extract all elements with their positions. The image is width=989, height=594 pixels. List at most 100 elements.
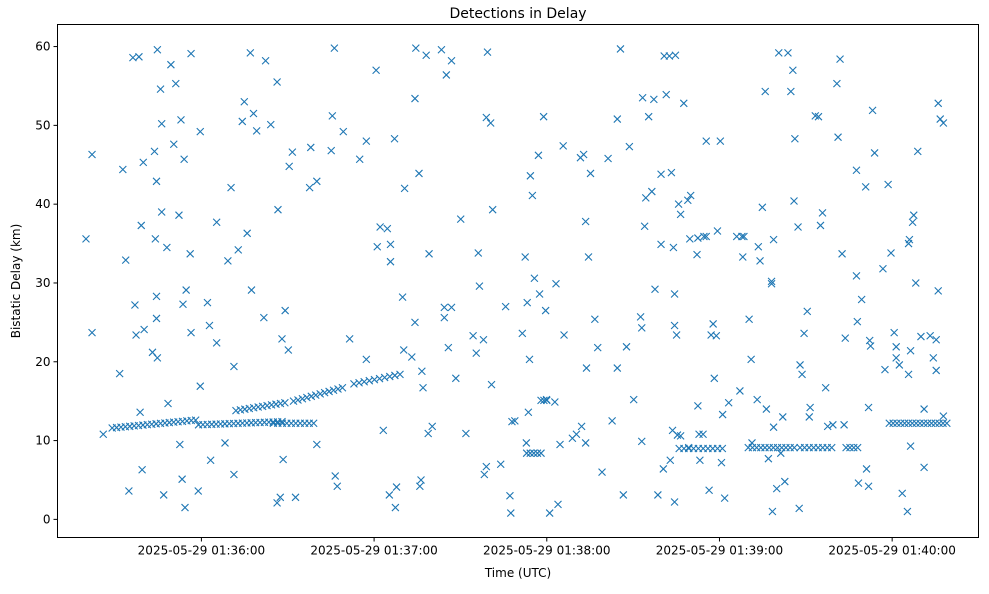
data-point (637, 437, 646, 446)
data-point (526, 449, 535, 458)
data-point (840, 420, 848, 429)
data-point (816, 221, 825, 230)
data-point (862, 465, 871, 473)
data-point (577, 422, 586, 431)
data-point (399, 346, 408, 354)
data-point (853, 317, 862, 326)
data-point (550, 398, 559, 406)
data-point (425, 249, 433, 258)
data-point (240, 97, 249, 106)
y-axis-label: Bistatic Delay (km) (9, 224, 23, 339)
data-point (892, 342, 901, 351)
data-point (814, 112, 823, 121)
data-point (179, 300, 187, 309)
data-points (82, 44, 951, 517)
data-point (281, 306, 290, 315)
data-point (909, 211, 918, 220)
data-point (736, 387, 744, 395)
data-point (482, 462, 491, 471)
data-point (221, 439, 229, 447)
data-point (391, 503, 400, 512)
data-point (181, 503, 189, 512)
data-point (383, 224, 392, 233)
y-tick-label: 10 (35, 434, 50, 448)
data-point (917, 332, 925, 341)
data-point (482, 113, 491, 122)
data-point (223, 257, 232, 265)
data-point (554, 500, 562, 509)
data-point (447, 303, 456, 312)
data-point (398, 293, 407, 302)
y-tick-label: 30 (35, 276, 50, 290)
data-point (330, 44, 339, 53)
data-point (670, 498, 679, 506)
data-point (462, 429, 470, 438)
data-point (747, 355, 756, 364)
data-point (939, 419, 947, 428)
data-point (780, 477, 789, 486)
data-point (138, 465, 147, 474)
data-point (370, 375, 379, 384)
data-point (311, 391, 320, 399)
data-point (206, 456, 215, 465)
data-point (889, 419, 898, 428)
data-point (415, 169, 423, 178)
data-point (380, 373, 389, 382)
data-point (415, 482, 424, 491)
data-point (140, 325, 149, 334)
data-point (334, 385, 342, 393)
data-point (884, 180, 893, 189)
data-point (700, 232, 708, 241)
data-point (647, 187, 656, 196)
data-point (309, 419, 318, 428)
chart-title: Detections in Delay (449, 6, 586, 22)
data-point (762, 405, 771, 413)
data-point (266, 120, 275, 129)
data-point (152, 314, 161, 323)
data-point (488, 205, 497, 214)
data-point (243, 229, 252, 238)
data-point (685, 234, 694, 243)
data-point (523, 298, 532, 307)
data-point (640, 222, 649, 231)
data-point (842, 443, 850, 452)
data-point (227, 183, 235, 192)
data-point (475, 282, 484, 291)
data-point (312, 440, 321, 449)
data-point (115, 369, 124, 378)
data-point (927, 419, 936, 428)
data-point (870, 149, 879, 157)
data-point (187, 328, 195, 337)
data-point (718, 444, 727, 453)
data-point (934, 286, 943, 295)
data-point (411, 44, 420, 53)
data-point (373, 242, 382, 251)
data-point (861, 182, 870, 191)
data-point (795, 504, 804, 513)
data-point (496, 460, 505, 469)
data-point (724, 398, 733, 407)
data-point (124, 487, 133, 495)
data-point (932, 335, 941, 344)
data-point (396, 370, 404, 379)
data-point (625, 142, 634, 151)
data-point (230, 470, 238, 479)
data-point (312, 177, 321, 186)
data-point (390, 134, 399, 143)
data-point (259, 313, 268, 322)
data-point (487, 380, 496, 389)
data-point (852, 271, 861, 280)
data-point (818, 208, 827, 217)
data-point (695, 430, 703, 439)
data-point (904, 370, 913, 379)
data-point (740, 232, 748, 241)
data-point (157, 208, 166, 216)
data-point (306, 143, 315, 152)
data-point (693, 234, 702, 242)
data-point (379, 426, 388, 435)
data-point (302, 393, 311, 402)
data-point (501, 302, 510, 311)
data-point (934, 99, 943, 108)
data-point (522, 449, 531, 458)
data-point (437, 45, 446, 54)
